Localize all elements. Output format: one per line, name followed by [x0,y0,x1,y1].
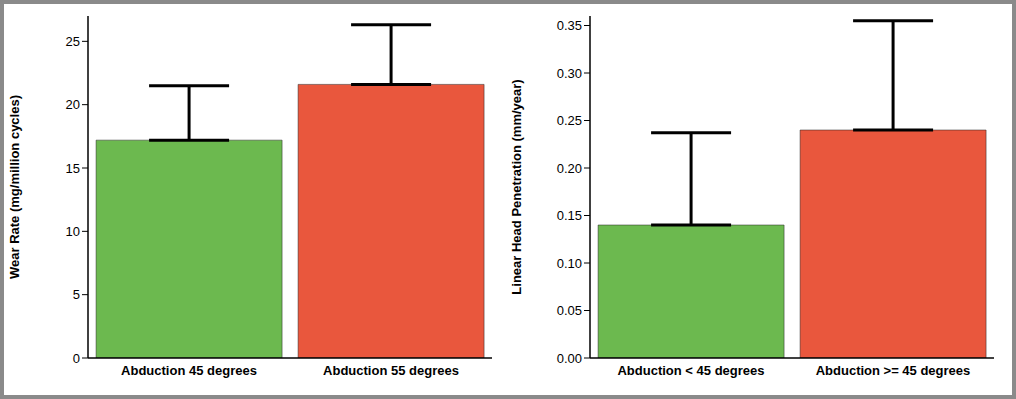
svg-text:15: 15 [66,161,80,176]
svg-text:0.00: 0.00 [557,351,582,366]
svg-text:0.15: 0.15 [557,208,582,223]
svg-text:20: 20 [66,97,80,112]
svg-text:0.30: 0.30 [557,66,582,81]
svg-text:25: 25 [66,34,80,49]
svg-text:0: 0 [73,351,80,366]
svg-text:Abduction < 45 degrees: Abduction < 45 degrees [617,363,764,378]
svg-text:0.10: 0.10 [557,256,582,271]
svg-text:0.05: 0.05 [557,303,582,318]
svg-text:Abduction 55 degrees: Abduction 55 degrees [323,363,459,378]
svg-text:Abduction 45 degrees: Abduction 45 degrees [121,363,257,378]
svg-text:Abduction >= 45 degrees: Abduction >= 45 degrees [816,363,971,378]
svg-text:0.25: 0.25 [557,113,582,128]
svg-text:Wear Rate (mg/million cycles): Wear Rate (mg/million cycles) [7,95,22,279]
svg-text:0.35: 0.35 [557,18,582,33]
svg-text:5: 5 [73,287,80,302]
svg-text:0.20: 0.20 [557,161,582,176]
svg-text:10: 10 [66,224,80,239]
svg-text:Linear Head Penetration (mm/ye: Linear Head Penetration (mm/year) [509,79,524,294]
